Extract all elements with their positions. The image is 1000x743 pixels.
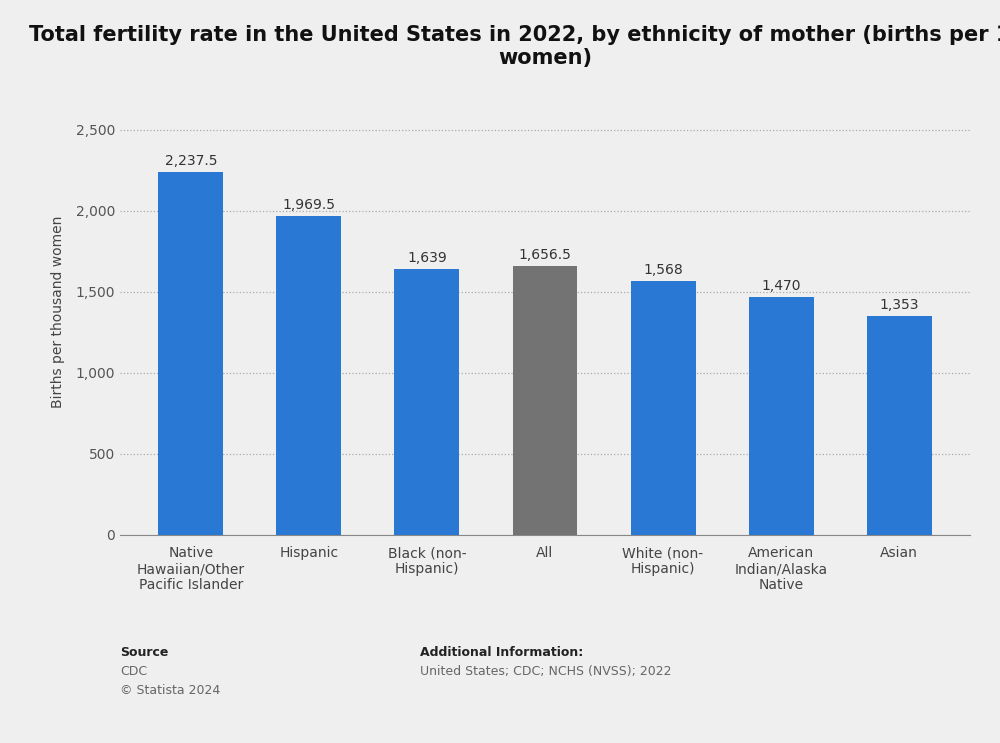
Text: United States; CDC; NCHS (NVSS); 2022: United States; CDC; NCHS (NVSS); 2022 [420, 665, 672, 678]
Text: 1,639: 1,639 [407, 251, 447, 265]
Text: 1,470: 1,470 [761, 279, 801, 293]
Bar [513, 267, 577, 535]
Bar [394, 269, 459, 535]
Title: Total fertility rate in the United States in 2022, by ethnicity of mother (birth: Total fertility rate in the United State… [29, 25, 1000, 68]
Text: 2,237.5: 2,237.5 [165, 155, 217, 168]
Text: Source: Source [120, 646, 168, 659]
Y-axis label: Births per thousand women: Births per thousand women [51, 216, 65, 408]
Text: Additional Information:: Additional Information: [420, 646, 583, 659]
Bar [276, 215, 341, 535]
Bar [867, 316, 932, 535]
Text: 1,353: 1,353 [879, 298, 919, 311]
Bar [749, 296, 814, 535]
Text: 1,969.5: 1,969.5 [282, 198, 335, 212]
Bar [631, 281, 696, 535]
Text: 1,568: 1,568 [643, 263, 683, 276]
Bar [158, 172, 223, 535]
Text: CDC
© Statista 2024: CDC © Statista 2024 [120, 665, 220, 697]
Text: 1,656.5: 1,656.5 [519, 248, 571, 262]
